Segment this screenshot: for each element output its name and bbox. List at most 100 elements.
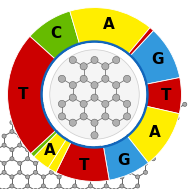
Circle shape <box>102 100 109 108</box>
Circle shape <box>81 107 85 111</box>
Circle shape <box>112 143 116 147</box>
Circle shape <box>57 129 61 134</box>
Circle shape <box>104 120 108 125</box>
Circle shape <box>18 134 22 138</box>
Circle shape <box>104 175 108 179</box>
Circle shape <box>10 120 14 125</box>
Text: A: A <box>149 125 161 140</box>
Circle shape <box>112 134 116 138</box>
Circle shape <box>143 161 148 165</box>
Circle shape <box>49 134 53 138</box>
Circle shape <box>159 143 163 147</box>
Circle shape <box>69 57 76 64</box>
Circle shape <box>112 170 116 174</box>
Wedge shape <box>34 132 66 168</box>
Circle shape <box>10 157 14 161</box>
Circle shape <box>167 120 171 125</box>
Circle shape <box>88 129 93 134</box>
Circle shape <box>128 107 132 111</box>
Circle shape <box>65 143 69 147</box>
Circle shape <box>65 107 69 111</box>
Wedge shape <box>56 142 109 181</box>
Circle shape <box>58 100 66 108</box>
Circle shape <box>49 161 53 165</box>
Circle shape <box>57 157 61 161</box>
Text: A: A <box>103 17 115 32</box>
Circle shape <box>49 143 53 147</box>
Circle shape <box>96 188 100 189</box>
Circle shape <box>88 157 93 161</box>
Circle shape <box>136 120 140 125</box>
Circle shape <box>128 116 132 120</box>
Circle shape <box>113 57 120 64</box>
Circle shape <box>120 175 124 179</box>
Circle shape <box>49 116 53 120</box>
Circle shape <box>96 170 100 174</box>
Circle shape <box>104 129 108 134</box>
Circle shape <box>18 188 22 189</box>
Circle shape <box>33 107 38 111</box>
Circle shape <box>57 175 61 179</box>
Circle shape <box>80 100 87 108</box>
Circle shape <box>123 113 131 120</box>
Circle shape <box>73 184 77 188</box>
Circle shape <box>159 107 163 111</box>
Circle shape <box>120 102 124 106</box>
Circle shape <box>112 161 116 165</box>
Circle shape <box>2 161 6 165</box>
Circle shape <box>143 134 148 138</box>
Circle shape <box>104 157 108 161</box>
Text: A: A <box>44 143 56 158</box>
Circle shape <box>167 129 171 134</box>
Circle shape <box>91 94 98 101</box>
Circle shape <box>41 157 45 161</box>
Wedge shape <box>8 36 56 153</box>
Circle shape <box>123 100 131 108</box>
Circle shape <box>2 170 6 174</box>
Circle shape <box>33 134 38 138</box>
Circle shape <box>57 184 61 188</box>
Circle shape <box>33 188 38 189</box>
Circle shape <box>41 129 45 134</box>
Circle shape <box>151 102 155 106</box>
Circle shape <box>104 148 108 152</box>
Circle shape <box>143 143 148 147</box>
Circle shape <box>96 161 100 165</box>
Wedge shape <box>31 130 58 157</box>
Wedge shape <box>130 31 180 84</box>
Circle shape <box>81 143 85 147</box>
Circle shape <box>112 116 116 120</box>
Circle shape <box>120 148 124 152</box>
Circle shape <box>136 102 140 106</box>
Circle shape <box>81 188 85 189</box>
Circle shape <box>112 107 116 111</box>
Text: T: T <box>17 88 28 102</box>
Circle shape <box>167 102 171 106</box>
Circle shape <box>18 107 22 111</box>
Text: T: T <box>161 88 172 103</box>
Circle shape <box>91 57 98 64</box>
Circle shape <box>49 107 53 111</box>
Circle shape <box>88 184 93 188</box>
Circle shape <box>73 129 77 134</box>
Circle shape <box>58 75 66 82</box>
Circle shape <box>143 170 148 174</box>
Circle shape <box>33 161 38 165</box>
Circle shape <box>18 143 22 147</box>
Circle shape <box>73 157 77 161</box>
Circle shape <box>128 170 132 174</box>
Circle shape <box>81 170 85 174</box>
Circle shape <box>136 129 140 134</box>
Wedge shape <box>30 11 79 59</box>
Circle shape <box>113 94 120 101</box>
Circle shape <box>159 116 163 120</box>
Circle shape <box>128 143 132 147</box>
Circle shape <box>2 143 6 147</box>
Circle shape <box>41 148 45 152</box>
Circle shape <box>113 119 120 126</box>
Circle shape <box>26 148 30 152</box>
Circle shape <box>73 120 77 125</box>
Circle shape <box>69 94 76 101</box>
Circle shape <box>151 120 155 125</box>
Circle shape <box>120 184 124 188</box>
